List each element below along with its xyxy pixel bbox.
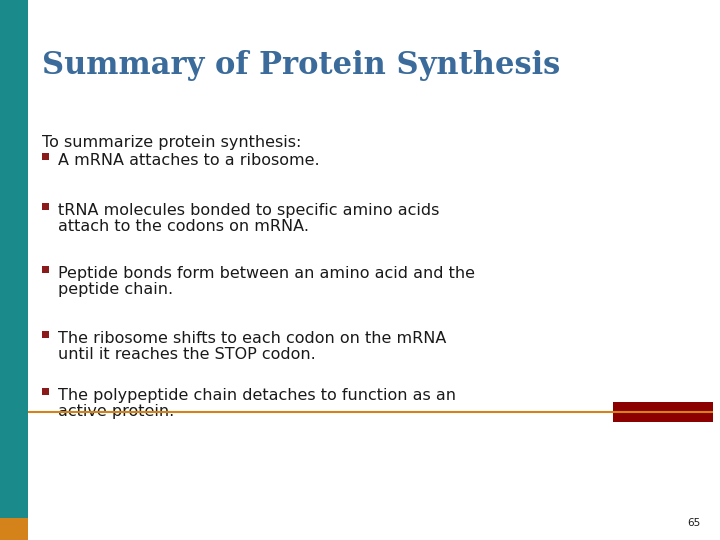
Bar bbox=[0, 0, 28, 540]
Bar bbox=[613, 402, 713, 422]
Text: peptide chain.: peptide chain. bbox=[58, 282, 173, 297]
Bar bbox=[0, 518, 28, 540]
Bar bbox=[42, 153, 49, 160]
Text: The polypeptide chain detaches to function as an: The polypeptide chain detaches to functi… bbox=[58, 388, 456, 403]
Text: A mRNA attaches to a ribosome.: A mRNA attaches to a ribosome. bbox=[58, 153, 320, 168]
Bar bbox=[42, 203, 49, 210]
Text: 65: 65 bbox=[687, 518, 700, 528]
Text: Summary of Protein Synthesis: Summary of Protein Synthesis bbox=[42, 50, 560, 81]
Text: active protein.: active protein. bbox=[58, 404, 174, 419]
Bar bbox=[42, 388, 49, 395]
Text: Peptide bonds form between an amino acid and the: Peptide bonds form between an amino acid… bbox=[58, 266, 475, 281]
Bar bbox=[42, 331, 49, 338]
Text: attach to the codons on mRNA.: attach to the codons on mRNA. bbox=[58, 219, 309, 234]
Text: until it reaches the STOP codon.: until it reaches the STOP codon. bbox=[58, 347, 316, 362]
Bar bbox=[42, 266, 49, 273]
Text: The ribosome shifts to each codon on the mRNA: The ribosome shifts to each codon on the… bbox=[58, 331, 446, 346]
Text: tRNA molecules bonded to specific amino acids: tRNA molecules bonded to specific amino … bbox=[58, 203, 439, 218]
Text: To summarize protein synthesis:: To summarize protein synthesis: bbox=[42, 135, 302, 150]
